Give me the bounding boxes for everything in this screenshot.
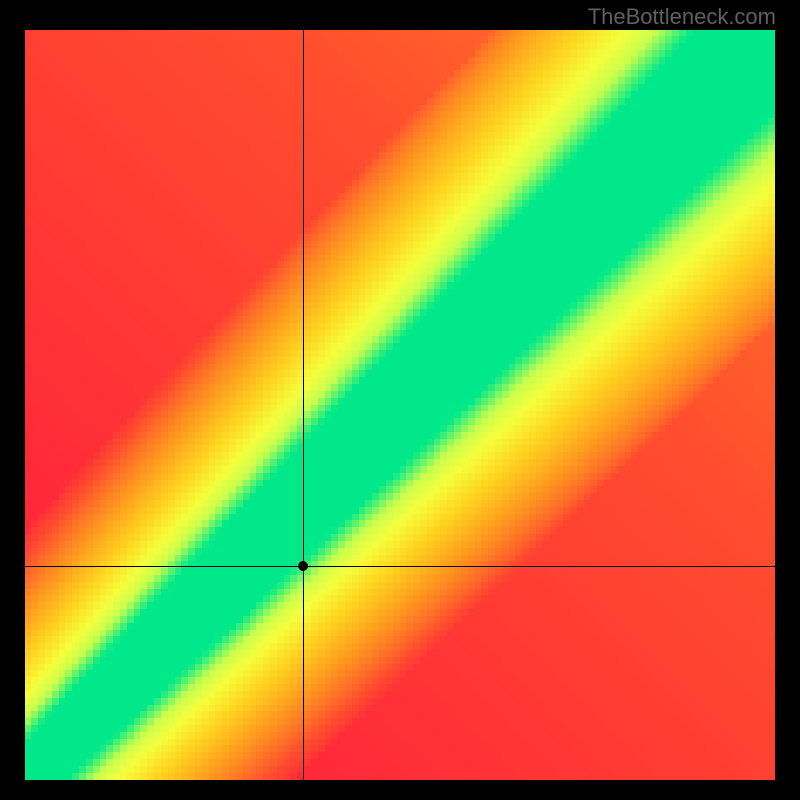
data-point-marker bbox=[298, 561, 308, 571]
chart-container: TheBottleneck.com bbox=[0, 0, 800, 800]
crosshair-horizontal bbox=[25, 566, 775, 567]
heatmap-canvas bbox=[25, 30, 775, 780]
crosshair-vertical bbox=[303, 30, 304, 780]
watermark-text: TheBottleneck.com bbox=[588, 4, 776, 30]
plot-area bbox=[25, 30, 775, 780]
